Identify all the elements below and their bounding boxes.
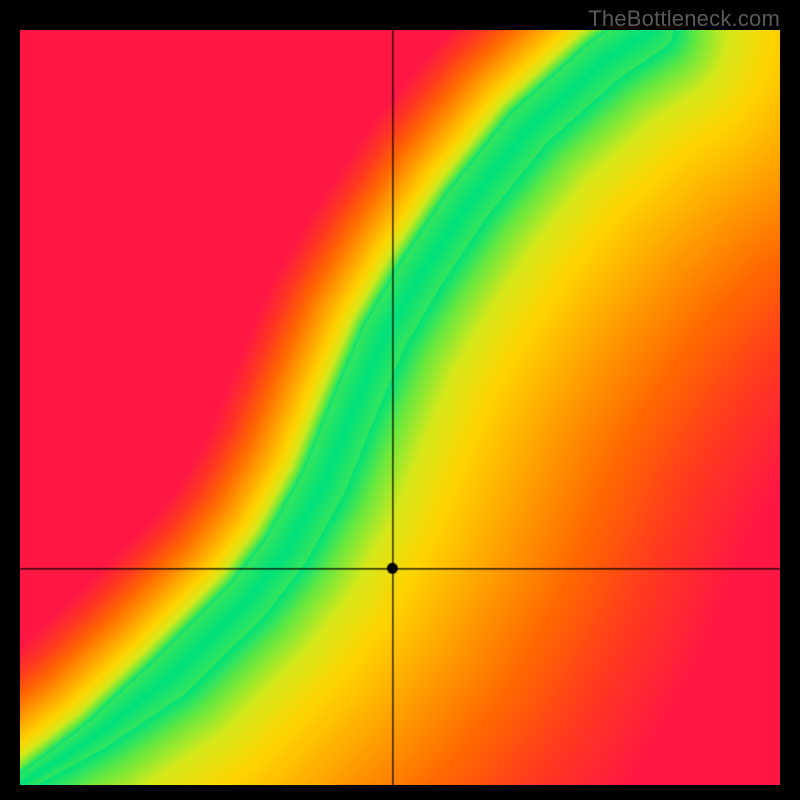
plot-area [20, 30, 780, 785]
watermark-text: TheBottleneck.com [588, 6, 780, 32]
chart-container: TheBottleneck.com [0, 0, 800, 800]
heatmap-canvas [20, 30, 780, 785]
